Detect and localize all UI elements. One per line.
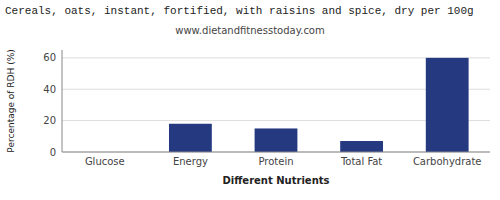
x-tick-label: Protein [258,156,293,167]
y-tick-label: 60 [43,52,56,63]
title: Cereals, oats, instant, fortified, with … [5,5,474,17]
x-tick-label: Glucose [85,156,125,167]
x-axis [62,152,490,153]
y-axis-label: Percentage of RDH (%) [6,49,16,152]
bar [169,124,212,152]
grid [62,58,490,152]
x-tick-label: Carbohydrate [413,156,482,167]
bar [255,128,298,152]
bar [340,141,383,152]
x-tick-label: Total Fat [340,156,382,167]
x-axis-label: Different Nutrients [223,175,330,186]
bars [169,58,469,152]
chart: Cereals, oats, instant, fortified, with … [0,0,500,200]
y-tick-label: 40 [43,84,56,95]
y-axis [62,50,63,152]
y-tick-label: 0 [50,147,56,158]
grid-line [62,152,490,153]
bar [426,58,469,152]
subtitle: www.dietandfitnesstoday.com [175,25,324,36]
x-tick-label: Energy [173,156,208,167]
y-tick-label: 20 [43,115,56,126]
